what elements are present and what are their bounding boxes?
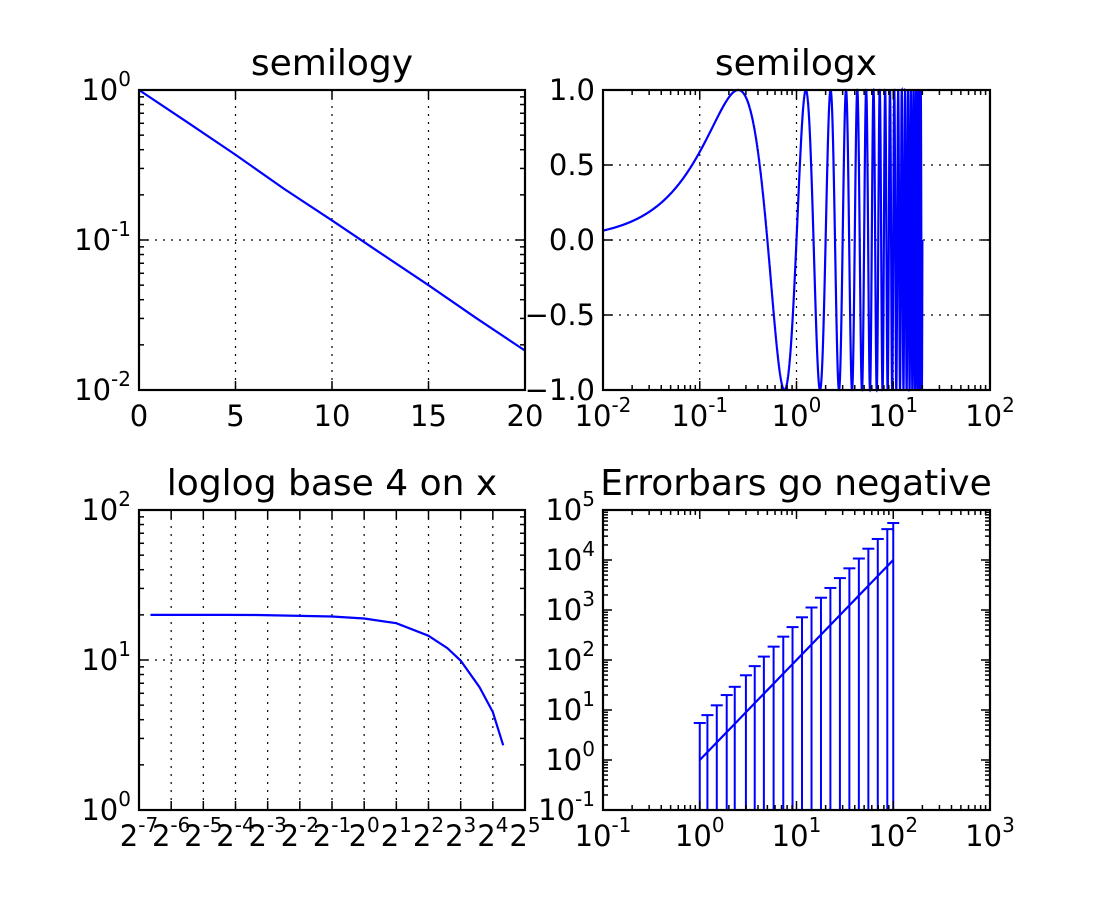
x-tick-label: 102 — [965, 393, 1015, 433]
x-tick-label: 100 — [772, 393, 822, 433]
y-tick-label: 1.0 — [549, 73, 595, 107]
x-tick-label: 20 — [507, 399, 544, 433]
x-tick-label: 10-1 — [671, 393, 728, 433]
x-tick-label: 22 — [413, 813, 444, 853]
x-tick-label: 24 — [477, 813, 508, 853]
y-tick-label: 10-1 — [538, 787, 595, 827]
axes-frame — [601, 508, 992, 812]
x-tick-label: 103 — [965, 813, 1015, 853]
x-tick-label: 2-5 — [184, 813, 222, 853]
axes-frame — [137, 508, 527, 812]
title-semilogy: semilogy — [251, 43, 413, 84]
x-tick-label: 15 — [410, 399, 447, 433]
x-tick-label: 10-1 — [575, 813, 632, 853]
x-tick-label: 101 — [868, 393, 918, 433]
y-tick-label: 10-1 — [74, 217, 131, 257]
series-line — [602, 87, 924, 393]
y-tick-label: 100 — [81, 67, 131, 107]
x-tick-label: 101 — [772, 813, 822, 853]
x-tick-label: 2-2 — [281, 813, 319, 853]
title-semilogx: semilogx — [715, 43, 877, 84]
axes-frame — [601, 88, 992, 392]
y-tick-label: 0.5 — [549, 148, 595, 182]
y-tick-label: 101 — [545, 687, 595, 727]
x-tick-label: 2-4 — [216, 813, 254, 853]
title-errorbars: Errorbars go negative — [600, 463, 991, 504]
y-tick-label: 100 — [545, 737, 595, 777]
title-loglog: loglog base 4 on x — [167, 463, 497, 504]
series-line — [698, 559, 895, 761]
series-line — [138, 89, 526, 352]
x-tick-label: 23 — [445, 813, 476, 853]
x-tick-label: 2-1 — [313, 813, 351, 853]
x-tick-label: 0 — [130, 399, 148, 433]
y-tick-label: 100 — [81, 787, 131, 827]
series-line — [150, 613, 505, 746]
x-tick-label: 100 — [675, 813, 725, 853]
y-tick-label: 101 — [81, 637, 131, 677]
y-tick-label: −0.5 — [525, 298, 595, 332]
y-tick-label: 103 — [545, 587, 595, 627]
x-tick-label: 2-3 — [248, 813, 286, 853]
x-tick-label: 2-7 — [120, 813, 158, 853]
y-tick-label: 0.0 — [549, 223, 595, 257]
axes-frame — [137, 88, 527, 392]
y-tick-label: 105 — [545, 487, 595, 527]
x-tick-label: 21 — [381, 813, 412, 853]
y-tick-label: 102 — [545, 637, 595, 677]
y-tick-label: 104 — [545, 537, 595, 577]
x-tick-label: 2-6 — [152, 813, 190, 853]
frame-layer — [137, 88, 992, 812]
y-tick-label: 102 — [81, 487, 131, 527]
y-tick-label: −1.0 — [525, 373, 595, 407]
x-tick-label: 5 — [226, 399, 244, 433]
tick-label-layer: 0 5 10 15 20 10-2 10-1 100 10-2 10-1 100 101 102 −1.0… — [74, 67, 1015, 853]
data-layer — [138, 87, 924, 810]
grid-layer — [139, 90, 990, 810]
x-tick-label: 102 — [868, 813, 918, 853]
x-tick-label: 20 — [349, 813, 380, 853]
x-tick-label: 10 — [314, 399, 351, 433]
x-tick-label: 10-2 — [575, 393, 632, 433]
x-tick-label: 25 — [509, 813, 540, 853]
y-tick-label: 10-2 — [74, 367, 131, 407]
